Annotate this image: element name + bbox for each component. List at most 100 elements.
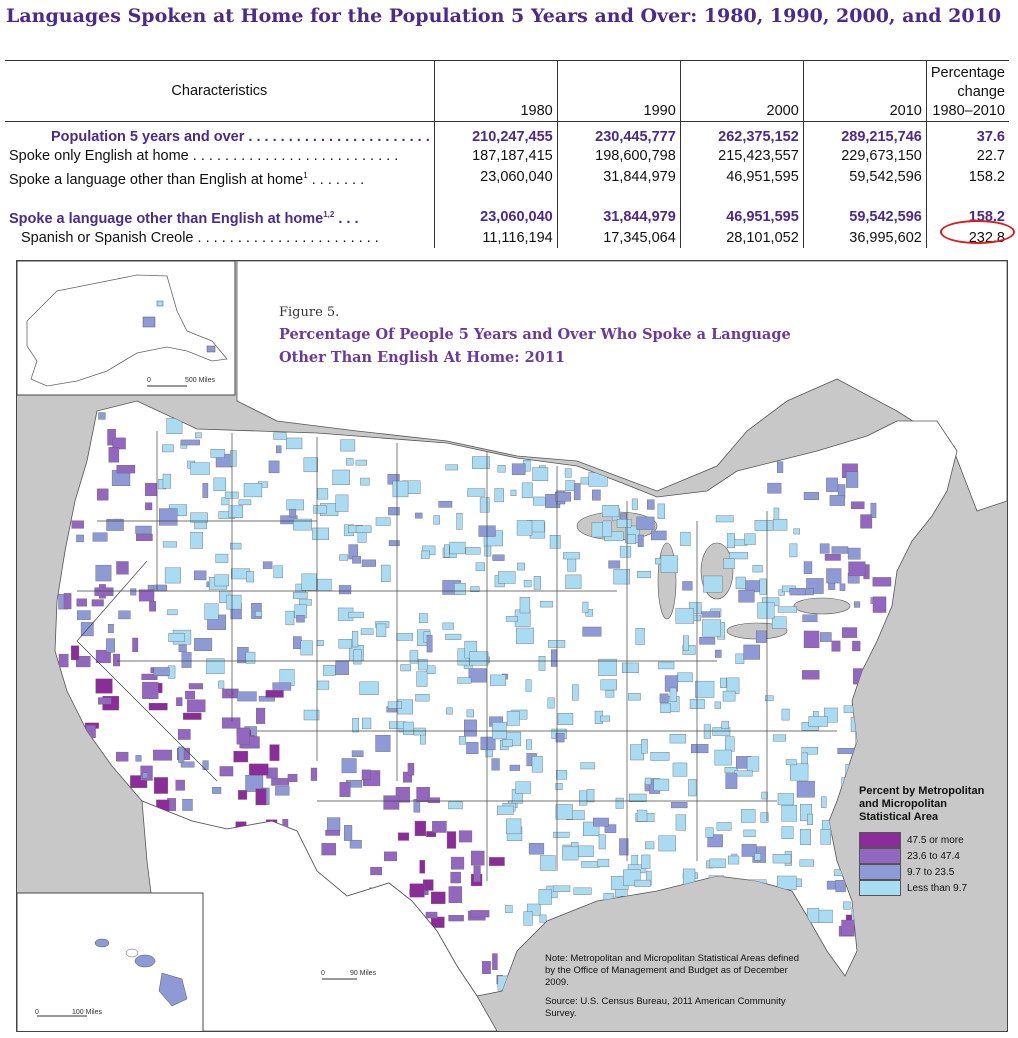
statistical-area xyxy=(396,633,413,641)
statistical-area xyxy=(167,609,178,616)
statistical-area xyxy=(807,908,820,923)
statistical-area xyxy=(723,558,735,570)
cell-2000: 215,423,557 xyxy=(679,146,804,166)
statistical-area xyxy=(448,801,463,810)
statistical-area xyxy=(387,701,403,709)
statistical-area xyxy=(502,739,513,747)
statistical-area xyxy=(480,736,496,751)
statistical-area xyxy=(135,525,152,535)
statistical-area xyxy=(175,779,185,791)
statistical-area xyxy=(722,690,736,702)
statistical-area xyxy=(303,709,320,721)
statistical-area xyxy=(442,622,454,630)
alaska-scale-zero: 0 xyxy=(147,377,151,384)
statistical-area xyxy=(420,550,430,559)
statistical-area xyxy=(789,543,798,558)
statistical-area xyxy=(781,805,798,822)
statistical-area xyxy=(619,838,629,856)
statistical-area xyxy=(467,488,486,497)
statistical-area xyxy=(446,707,453,715)
statistical-area xyxy=(332,469,350,485)
statistical-area xyxy=(219,766,234,777)
statistical-area xyxy=(582,626,602,637)
statistical-area xyxy=(802,614,818,623)
statistical-area xyxy=(772,854,792,864)
statistical-area xyxy=(539,914,547,923)
statistical-area xyxy=(789,763,809,781)
statistical-area xyxy=(613,569,631,585)
statistical-area xyxy=(492,722,507,740)
statistical-area xyxy=(469,651,489,666)
statistical-area xyxy=(839,583,846,591)
statistical-area xyxy=(793,528,800,535)
statistical-area xyxy=(116,561,129,575)
statistical-area xyxy=(703,724,711,739)
statistical-area xyxy=(816,909,833,923)
statistical-area xyxy=(735,576,746,589)
statistical-area xyxy=(634,879,651,887)
statistical-area xyxy=(573,887,592,895)
statistical-area xyxy=(116,465,136,474)
statistical-area xyxy=(310,767,318,781)
statistical-area xyxy=(690,744,709,754)
statistical-area xyxy=(383,795,400,810)
statistical-area xyxy=(506,711,520,726)
statistical-area xyxy=(357,532,367,543)
statistical-area xyxy=(338,638,352,649)
statistical-area xyxy=(456,512,463,530)
statistical-area xyxy=(821,796,827,808)
figure-title-line1: Percentage Of People 5 Years and Over Wh… xyxy=(279,326,791,343)
statistical-area xyxy=(362,717,372,730)
table-row: Spanish or Spanish Creole . . . . . . . … xyxy=(5,229,1009,249)
statistical-area xyxy=(619,545,632,558)
statistical-area xyxy=(628,693,641,701)
us-map-figure: 0 500 Miles 0 100 Miles 0 90 Miles Figur… xyxy=(16,260,1008,1032)
statistical-area xyxy=(118,610,131,620)
statistical-area xyxy=(658,835,676,852)
hawaii-inset xyxy=(17,892,204,1031)
cell-1990: 17,345,064 xyxy=(556,229,681,249)
statistical-area xyxy=(136,533,153,541)
statistical-area xyxy=(317,578,332,591)
statistical-area xyxy=(547,697,555,709)
cell-1980: 11,116,194 xyxy=(433,229,558,249)
statistical-area xyxy=(683,635,689,651)
statistical-area xyxy=(388,507,400,516)
statistical-area xyxy=(826,477,838,492)
statistical-area xyxy=(432,821,447,833)
statistical-area xyxy=(533,576,541,590)
statistical-area xyxy=(97,697,112,705)
statistical-area xyxy=(370,866,383,876)
statistical-area xyxy=(553,831,570,838)
statistical-area xyxy=(338,585,352,595)
statistical-area xyxy=(602,520,612,537)
statistical-area xyxy=(636,809,648,822)
statistical-area xyxy=(71,645,80,661)
statistical-area xyxy=(470,910,490,918)
statistical-area xyxy=(361,559,376,567)
statistical-area xyxy=(243,483,263,498)
statistical-area xyxy=(246,571,255,583)
statistical-area xyxy=(271,778,290,786)
legend-item: 23.6 to 47.4 xyxy=(859,848,1007,864)
statistical-area xyxy=(807,813,813,825)
statistical-area xyxy=(831,640,841,652)
statistical-area xyxy=(660,703,671,713)
statistical-area xyxy=(688,602,702,614)
statistical-area xyxy=(433,515,440,525)
statistical-area xyxy=(777,793,795,806)
col-header-1980: 1980 xyxy=(433,60,558,122)
statistical-area xyxy=(870,502,877,518)
statistical-area xyxy=(395,786,410,803)
statistical-area xyxy=(204,603,219,620)
statistical-area xyxy=(759,578,767,595)
statistical-area xyxy=(703,575,723,593)
map-source: Source: U.S. Census Bureau, 2011 America… xyxy=(545,996,786,1019)
statistical-area xyxy=(565,480,576,491)
legend-item: 47.5 or more xyxy=(859,832,1007,848)
statistical-area xyxy=(531,756,543,773)
statistical-area xyxy=(316,640,324,646)
statistical-area xyxy=(94,587,114,596)
statistical-area xyxy=(781,708,790,721)
statistical-area xyxy=(466,742,479,754)
